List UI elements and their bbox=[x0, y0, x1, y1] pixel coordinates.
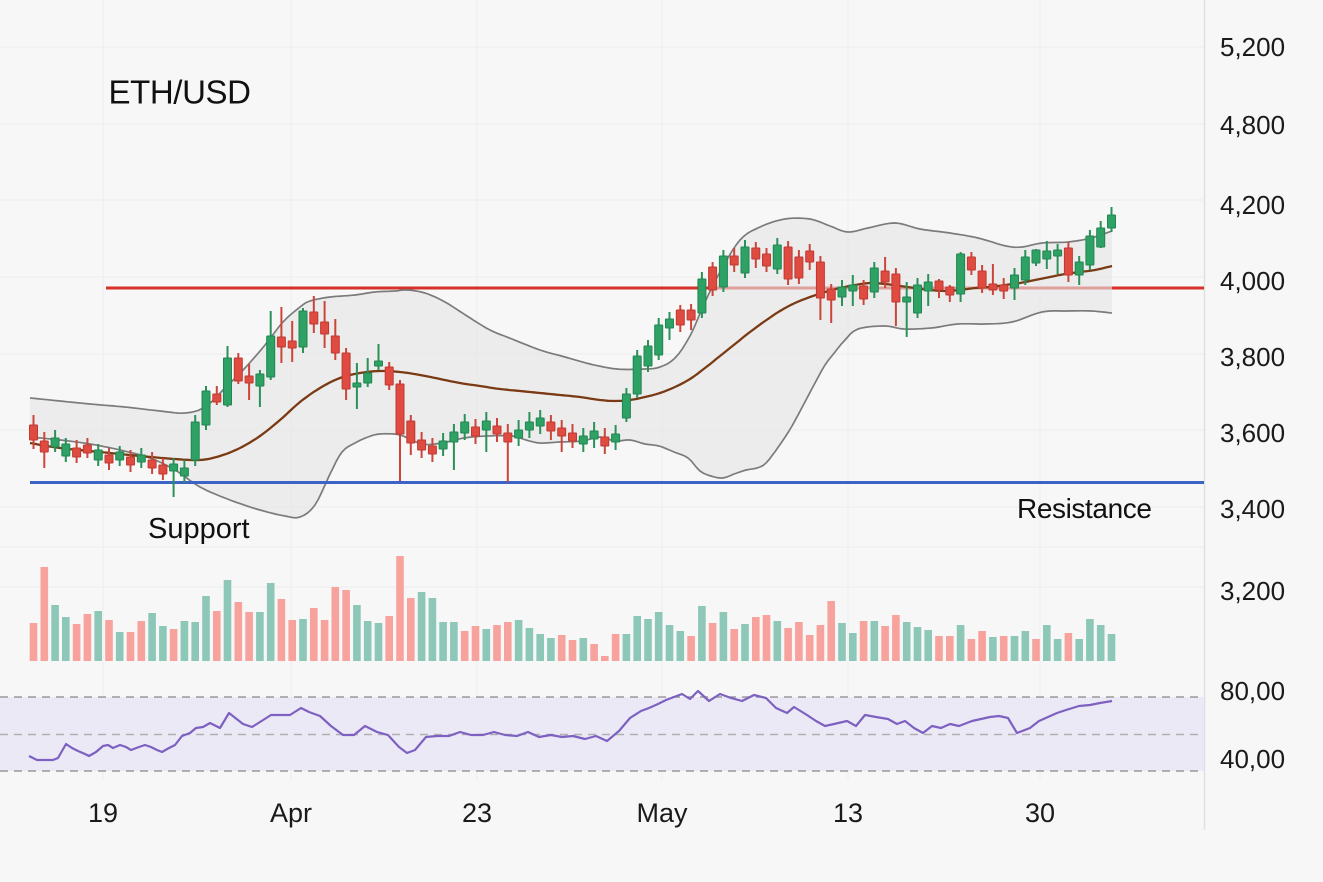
svg-text:Support: Support bbox=[148, 513, 250, 545]
svg-text:Apr: Apr bbox=[270, 798, 312, 828]
svg-text:3,800: 3,800 bbox=[1220, 342, 1285, 372]
svg-text:4,200: 4,200 bbox=[1220, 190, 1285, 220]
svg-text:Resistance: Resistance bbox=[1017, 493, 1152, 524]
svg-text:May: May bbox=[636, 798, 688, 828]
svg-text:ETH/USD: ETH/USD bbox=[109, 74, 251, 111]
svg-text:5,200: 5,200 bbox=[1220, 32, 1285, 62]
svg-text:3,400: 3,400 bbox=[1220, 494, 1285, 524]
svg-text:4,800: 4,800 bbox=[1220, 110, 1285, 140]
svg-text:19: 19 bbox=[88, 798, 118, 828]
svg-text:3,200: 3,200 bbox=[1220, 576, 1285, 606]
svg-text:30: 30 bbox=[1025, 798, 1055, 828]
svg-text:4,000: 4,000 bbox=[1220, 266, 1285, 296]
svg-text:80,00: 80,00 bbox=[1220, 676, 1285, 706]
svg-text:3,600: 3,600 bbox=[1220, 418, 1285, 448]
svg-text:40,00: 40,00 bbox=[1220, 744, 1285, 774]
svg-text:13: 13 bbox=[833, 798, 863, 828]
svg-text:23: 23 bbox=[462, 798, 492, 828]
